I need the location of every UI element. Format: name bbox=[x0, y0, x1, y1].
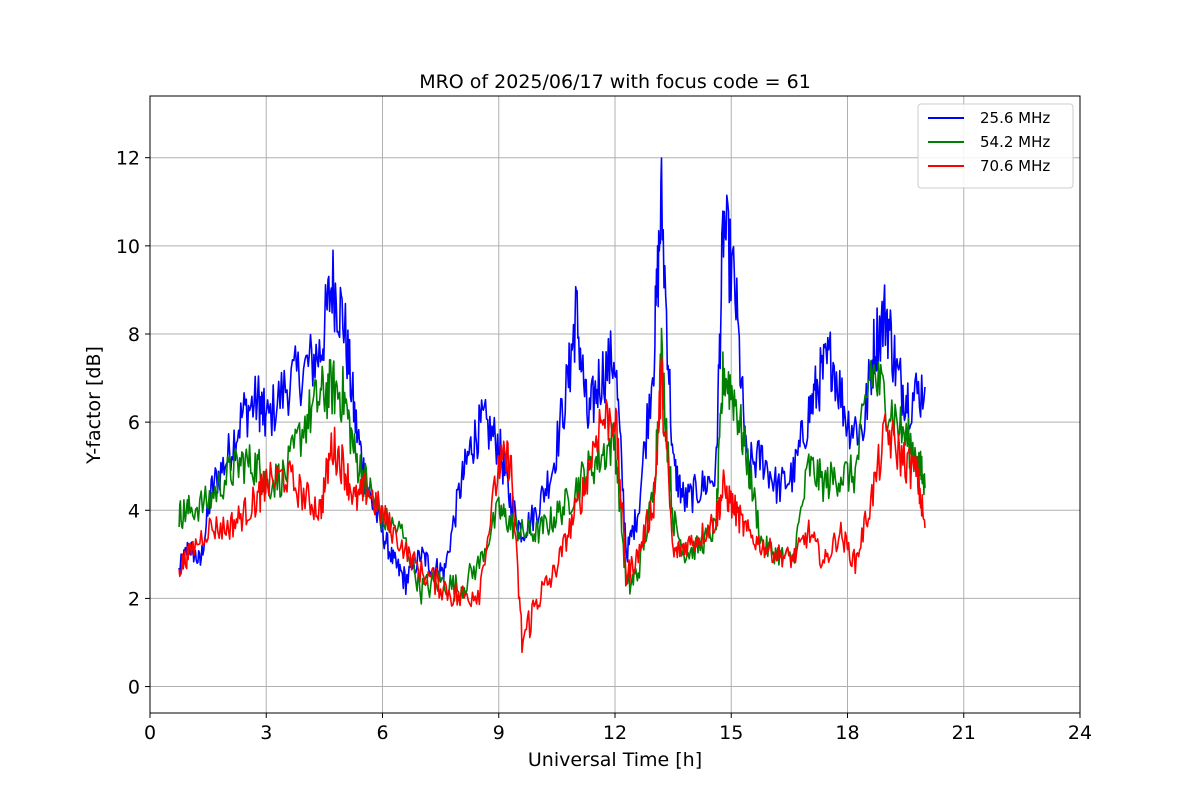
x-tick-label: 0 bbox=[144, 722, 156, 744]
y-tick-label: 4 bbox=[128, 500, 140, 522]
legend: 25.6 MHz 54.2 MHz 70.6 MHz bbox=[917, 103, 1074, 189]
y-tick-label: 0 bbox=[128, 677, 140, 699]
series-line-2 bbox=[178, 327, 926, 606]
series-line-3 bbox=[178, 356, 926, 654]
x-tick-label: 9 bbox=[493, 722, 505, 744]
x-tick-label: 12 bbox=[603, 722, 627, 744]
series-group bbox=[178, 157, 926, 654]
x-axis-label: Universal Time [h] bbox=[528, 749, 702, 771]
series-line-1 bbox=[178, 157, 926, 596]
y-tick-label: 8 bbox=[128, 324, 140, 346]
x-tick-label: 24 bbox=[1068, 722, 1092, 744]
y-axis-label: Y-factor [dB] bbox=[83, 346, 105, 465]
y-tick-label: 2 bbox=[128, 588, 140, 610]
chart-title: MRO of 2025/06/17 with focus code = 61 bbox=[419, 71, 811, 93]
y-tick-label: 12 bbox=[116, 148, 140, 170]
x-tick-label: 15 bbox=[719, 722, 743, 744]
x-tick-label: 6 bbox=[376, 722, 388, 744]
legend-label: 25.6 MHz bbox=[980, 109, 1050, 127]
y-tick-label: 6 bbox=[128, 412, 140, 434]
legend-label: 54.2 MHz bbox=[980, 133, 1050, 151]
x-tick-label: 3 bbox=[260, 722, 272, 744]
legend-label: 70.6 MHz bbox=[980, 157, 1050, 175]
y-tick-label: 10 bbox=[116, 236, 140, 258]
x-tick-label: 18 bbox=[835, 722, 859, 744]
x-tick-label: 21 bbox=[952, 722, 976, 744]
